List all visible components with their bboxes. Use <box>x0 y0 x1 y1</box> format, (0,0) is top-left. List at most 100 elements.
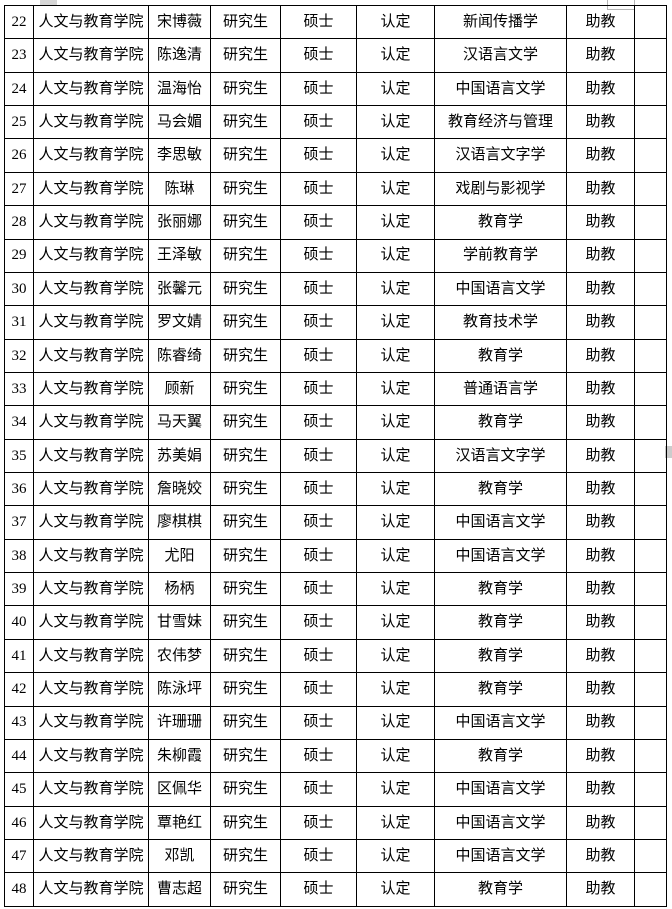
cell-degree: 硕士 <box>280 538 357 574</box>
cell-degree: 硕士 <box>280 371 357 407</box>
cell-major: 汉语言文字学 <box>434 138 567 173</box>
cell-name: 顾新 <box>148 371 211 407</box>
cell-blank <box>634 738 667 774</box>
cell-student-type: 研究生 <box>210 271 281 307</box>
cell-college: 人文与教育学院 <box>33 538 149 574</box>
cell-college: 人文与教育学院 <box>33 505 149 540</box>
cell-index: 48 <box>4 872 34 907</box>
cell-college: 人文与教育学院 <box>33 838 149 874</box>
cell-college: 人文与教育学院 <box>33 71 149 107</box>
cell-status: 认定 <box>356 772 435 807</box>
cell-name: 宋博薇 <box>148 4 211 40</box>
cell-index: 27 <box>4 171 34 207</box>
cell-major: 教育学 <box>434 872 567 907</box>
cell-degree: 硕士 <box>280 472 357 507</box>
cell-name: 陈逸清 <box>148 38 211 73</box>
cell-student-type: 研究生 <box>210 338 281 373</box>
cell-degree: 硕士 <box>280 838 357 874</box>
cell-status: 认定 <box>356 305 435 340</box>
cell-title: 助教 <box>566 171 635 207</box>
cell-status: 认定 <box>356 572 435 607</box>
cell-major: 中国语言文学 <box>434 838 567 874</box>
cell-title: 助教 <box>566 405 635 440</box>
cell-student-type: 研究生 <box>210 805 281 840</box>
table-row: 46 人文与教育学院 覃艳红 研究生 硕士 认定 中国语言文学 助教 <box>4 805 667 840</box>
cell-student-type: 研究生 <box>210 705 281 740</box>
cell-name: 张丽娜 <box>148 205 211 240</box>
table-row: 25 人文与教育学院 马会媚 研究生 硕士 认定 教育经济与管理 助教 <box>4 105 667 140</box>
cell-college: 人文与教育学院 <box>33 238 149 273</box>
cell-blank <box>634 505 667 540</box>
cell-blank <box>634 538 667 574</box>
cell-degree: 硕士 <box>280 105 357 140</box>
cell-index: 24 <box>4 71 34 107</box>
cell-status: 认定 <box>356 538 435 574</box>
cell-college: 人文与教育学院 <box>33 772 149 807</box>
cell-status: 认定 <box>356 338 435 373</box>
cell-college: 人文与教育学院 <box>33 4 149 40</box>
cell-status: 认定 <box>356 38 435 73</box>
cell-index: 47 <box>4 838 34 874</box>
cell-title: 助教 <box>566 105 635 140</box>
table-row: 48 人文与教育学院 曹志超 研究生 硕士 认定 教育学 助教 <box>4 872 667 907</box>
cell-degree: 硕士 <box>280 772 357 807</box>
cell-student-type: 研究生 <box>210 538 281 574</box>
table-row: 28 人文与教育学院 张丽娜 研究生 硕士 认定 教育学 助教 <box>4 205 667 240</box>
cell-title: 助教 <box>566 271 635 307</box>
table-body: 22 人文与教育学院 宋博薇 研究生 硕士 认定 新闻传播学 助教 23 人文与教育学院 陈逸清 研究… <box>4 4 667 907</box>
table-row: 47 人文与教育学院 邓凯 研究生 硕士 认定 中国语言文学 助教 <box>4 838 667 874</box>
cell-blank <box>634 238 667 273</box>
cell-name: 李思敏 <box>148 138 211 173</box>
cell-title: 助教 <box>566 71 635 107</box>
cell-degree: 硕士 <box>280 605 357 640</box>
cell-title: 助教 <box>566 605 635 640</box>
cell-blank <box>634 405 667 440</box>
cell-student-type: 研究生 <box>210 472 281 507</box>
cell-student-type: 研究生 <box>210 605 281 640</box>
cell-college: 人文与教育学院 <box>33 738 149 774</box>
cell-degree: 硕士 <box>280 438 357 474</box>
cell-name: 苏美娟 <box>148 438 211 474</box>
cell-major: 教育学 <box>434 638 567 674</box>
cell-degree: 硕士 <box>280 238 357 273</box>
cell-major: 新闻传播学 <box>434 4 567 40</box>
cell-status: 认定 <box>356 638 435 674</box>
cell-major: 教育学 <box>434 605 567 640</box>
cell-index: 44 <box>4 738 34 774</box>
cell-name: 尤阳 <box>148 538 211 574</box>
cell-title: 助教 <box>566 338 635 373</box>
table-row: 26 人文与教育学院 李思敏 研究生 硕士 认定 汉语言文字学 助教 <box>4 138 667 173</box>
cell-student-type: 研究生 <box>210 205 281 240</box>
cell-blank <box>634 472 667 507</box>
cell-status: 认定 <box>356 438 435 474</box>
cell-major: 普通语言学 <box>434 371 567 407</box>
cell-student-type: 研究生 <box>210 371 281 407</box>
cell-status: 认定 <box>356 405 435 440</box>
table-row: 39 人文与教育学院 杨柄 研究生 硕士 认定 教育学 助教 <box>4 572 667 607</box>
table-row: 27 人文与教育学院 陈琳 研究生 硕士 认定 戏剧与影视学 助教 <box>4 171 667 207</box>
cell-index: 31 <box>4 305 34 340</box>
cell-name: 温海怡 <box>148 71 211 107</box>
cell-name: 朱柳霞 <box>148 738 211 774</box>
cell-major: 教育学 <box>434 338 567 373</box>
cell-title: 助教 <box>566 638 635 674</box>
cell-student-type: 研究生 <box>210 105 281 140</box>
cell-blank <box>634 772 667 807</box>
cell-student-type: 研究生 <box>210 672 281 707</box>
cell-name: 邓凯 <box>148 838 211 874</box>
cell-degree: 硕士 <box>280 705 357 740</box>
cell-index: 46 <box>4 805 34 840</box>
table-row: 24 人文与教育学院 温海怡 研究生 硕士 认定 中国语言文学 助教 <box>4 71 667 107</box>
cell-name: 王泽敏 <box>148 238 211 273</box>
cell-blank <box>634 138 667 173</box>
cell-title: 助教 <box>566 4 635 40</box>
cell-name: 覃艳红 <box>148 805 211 840</box>
cell-status: 认定 <box>356 4 435 40</box>
cell-student-type: 研究生 <box>210 305 281 340</box>
cell-status: 认定 <box>356 738 435 774</box>
cell-major: 教育学 <box>434 672 567 707</box>
cell-status: 认定 <box>356 71 435 107</box>
cell-college: 人文与教育学院 <box>33 438 149 474</box>
cell-index: 39 <box>4 572 34 607</box>
